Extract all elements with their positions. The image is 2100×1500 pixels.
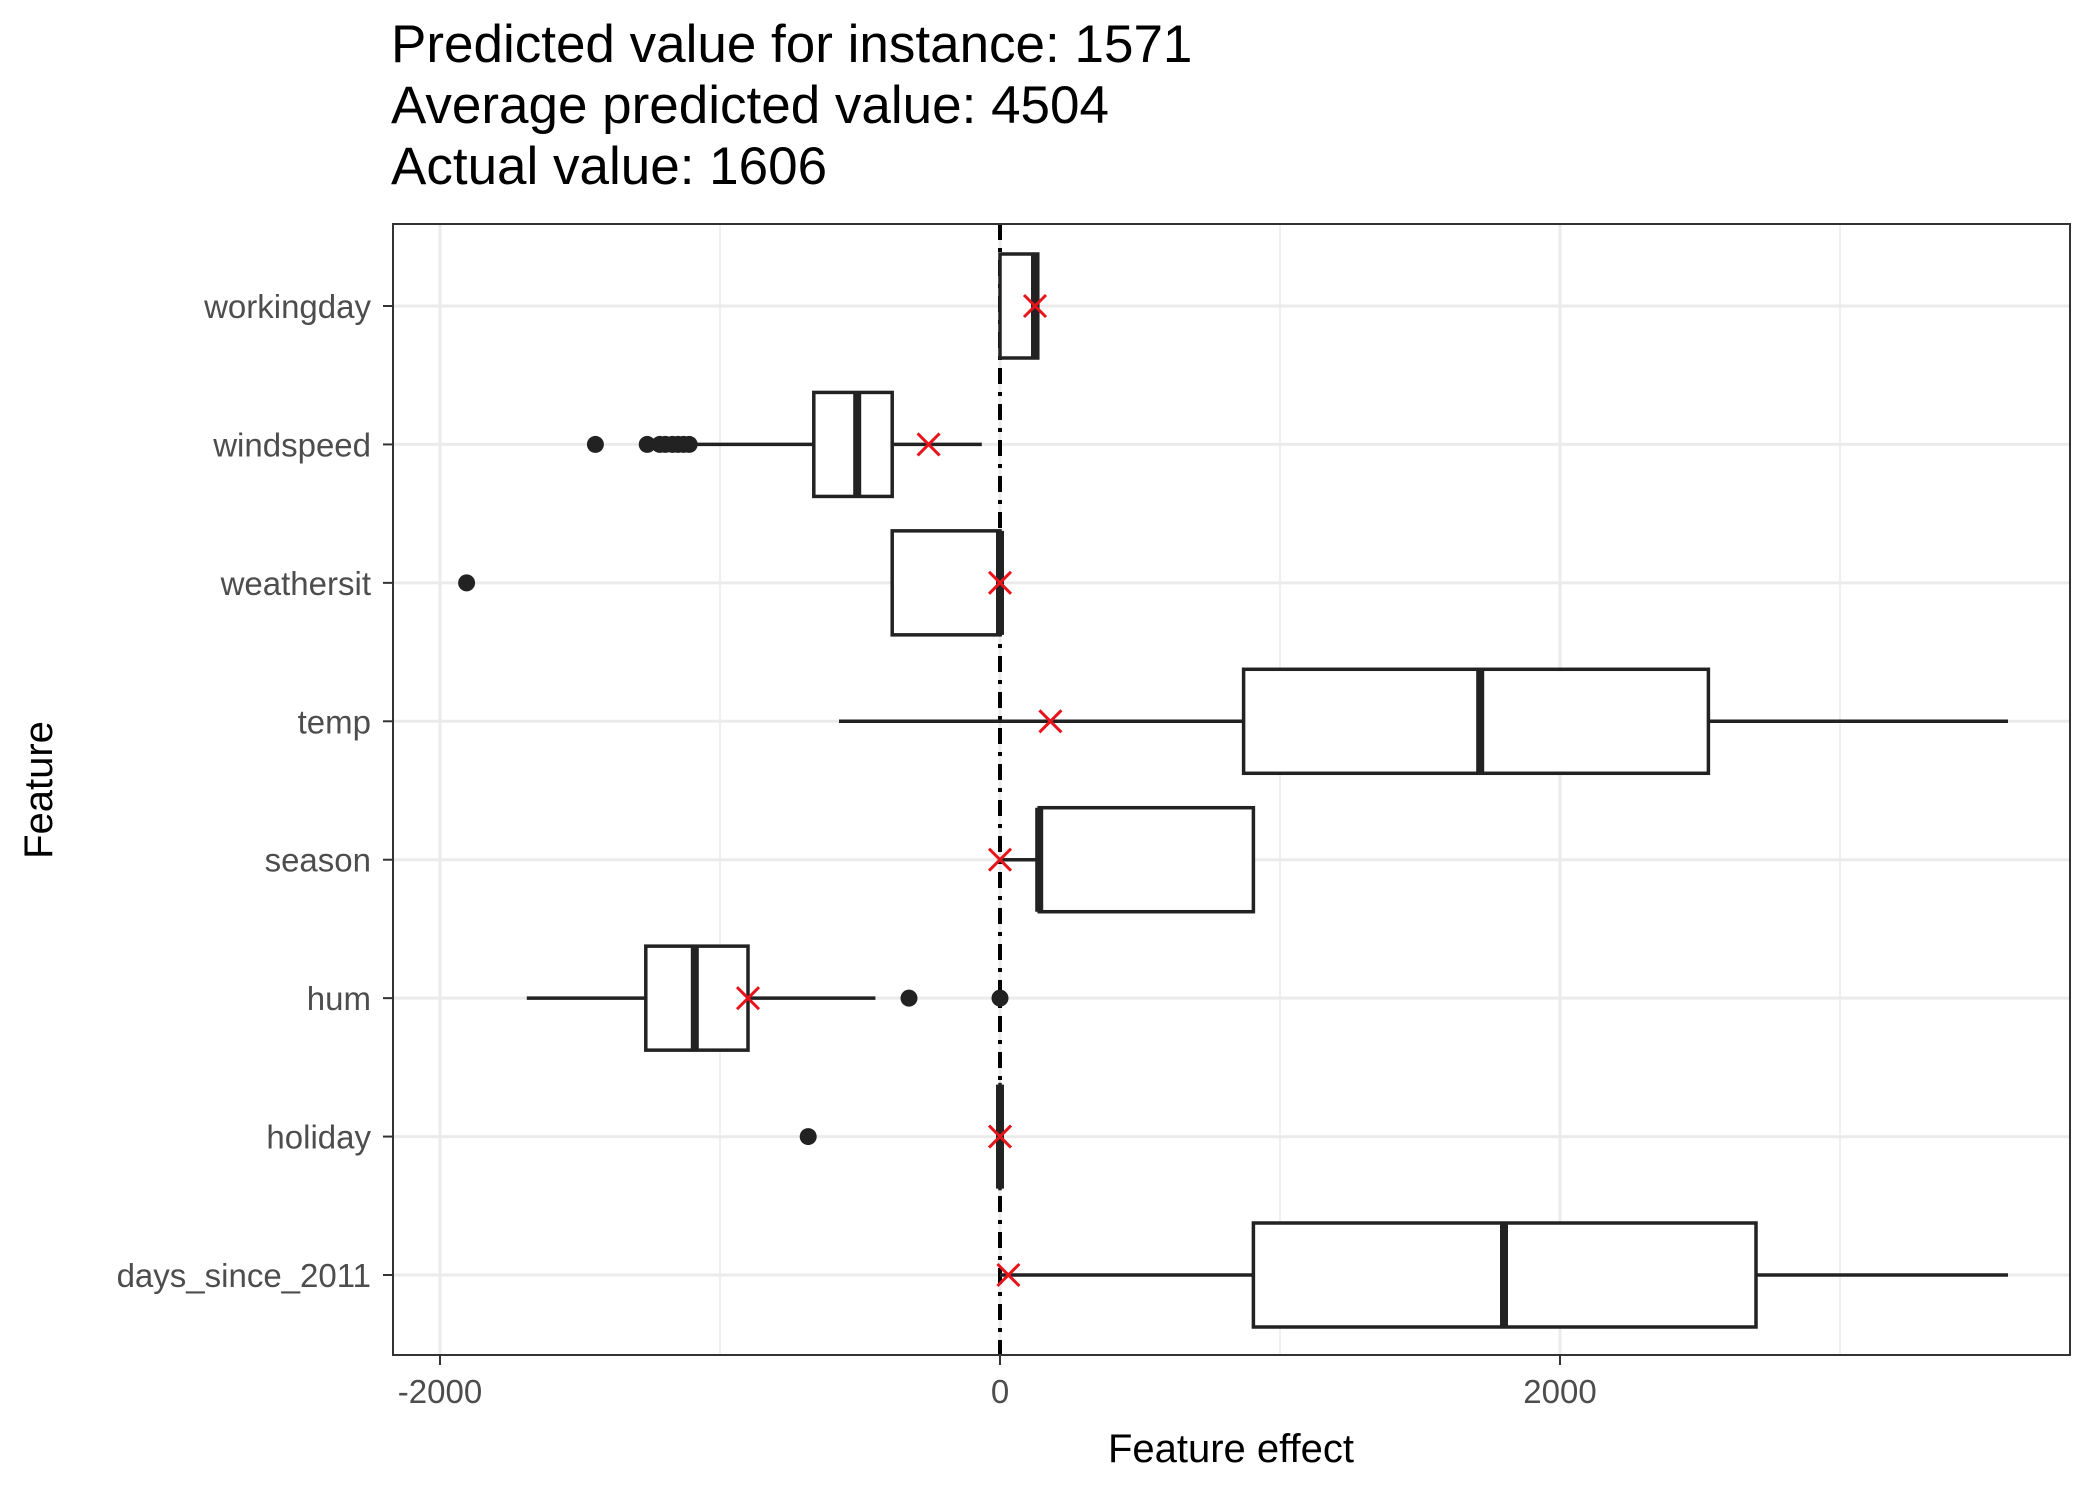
box-iqr [1241,667,1711,776]
chart-title: Predicted value for instance: 1571 Avera… [391,15,1192,196]
y-tick-label: temp [298,703,371,740]
y-axis: workingday windspeed weathersit temp season h… [117,288,393,1294]
boxplot-windspeed [586,390,982,499]
x-tick-label: 2000 [1523,1373,1596,1410]
instance-marker [996,1262,1021,1288]
y-tick-label: hum [307,980,371,1017]
plot-background [393,224,2070,1355]
instance-marker [916,432,941,457]
y-tick-label: days_since_2011 [117,1257,371,1294]
instance-marker [987,847,1013,872]
outlier-point [991,989,1009,1007]
y-tick-label: holiday [266,1119,371,1156]
x-axis: -2000 0 2000 [398,1355,1597,1410]
outlier-point [680,435,698,453]
title-line-1: Predicted value for instance: 1571 [391,15,1192,74]
instance-marker [1022,293,1048,319]
title-line-2: Average predicted value: 4504 [391,76,1109,135]
instance-marker [1038,709,1063,734]
box-iqr [1037,805,1256,914]
boxplot-workingday [998,252,1048,360]
outlier-point [586,435,604,453]
outlier-point [638,435,656,453]
y-tick-label: weathersit [220,565,371,602]
boxplot-holiday [799,1082,1013,1191]
boxplot-days_since_2011 [996,1221,2008,1329]
outlier-point [799,1128,817,1146]
x-tick-label: -2000 [398,1373,482,1410]
instance-marker [735,986,761,1011]
plot-border [392,223,2071,1356]
y-tick-label: windspeed [212,426,371,463]
x-tick-label: 0 [991,1373,1009,1410]
y-axis-title: Feature [17,721,61,859]
y-tick-label: season [265,842,371,879]
instance-marker [987,570,1013,595]
box-iqr [890,529,1002,637]
boxplot-season [987,805,1256,914]
y-tick-label: workingday [203,288,371,325]
box-iqr [812,390,894,499]
instance-marker [987,1124,1013,1149]
outlier-point [458,574,476,592]
outlier-point [900,989,918,1007]
x-axis-title: Feature effect [1108,1427,1354,1471]
boxplots [458,252,2008,1329]
boxplot-temp [839,667,2008,776]
title-line-3: Actual value: 1606 [391,137,827,196]
boxplot-hum [526,944,1009,1052]
boxplot-weathersit [458,529,1013,637]
